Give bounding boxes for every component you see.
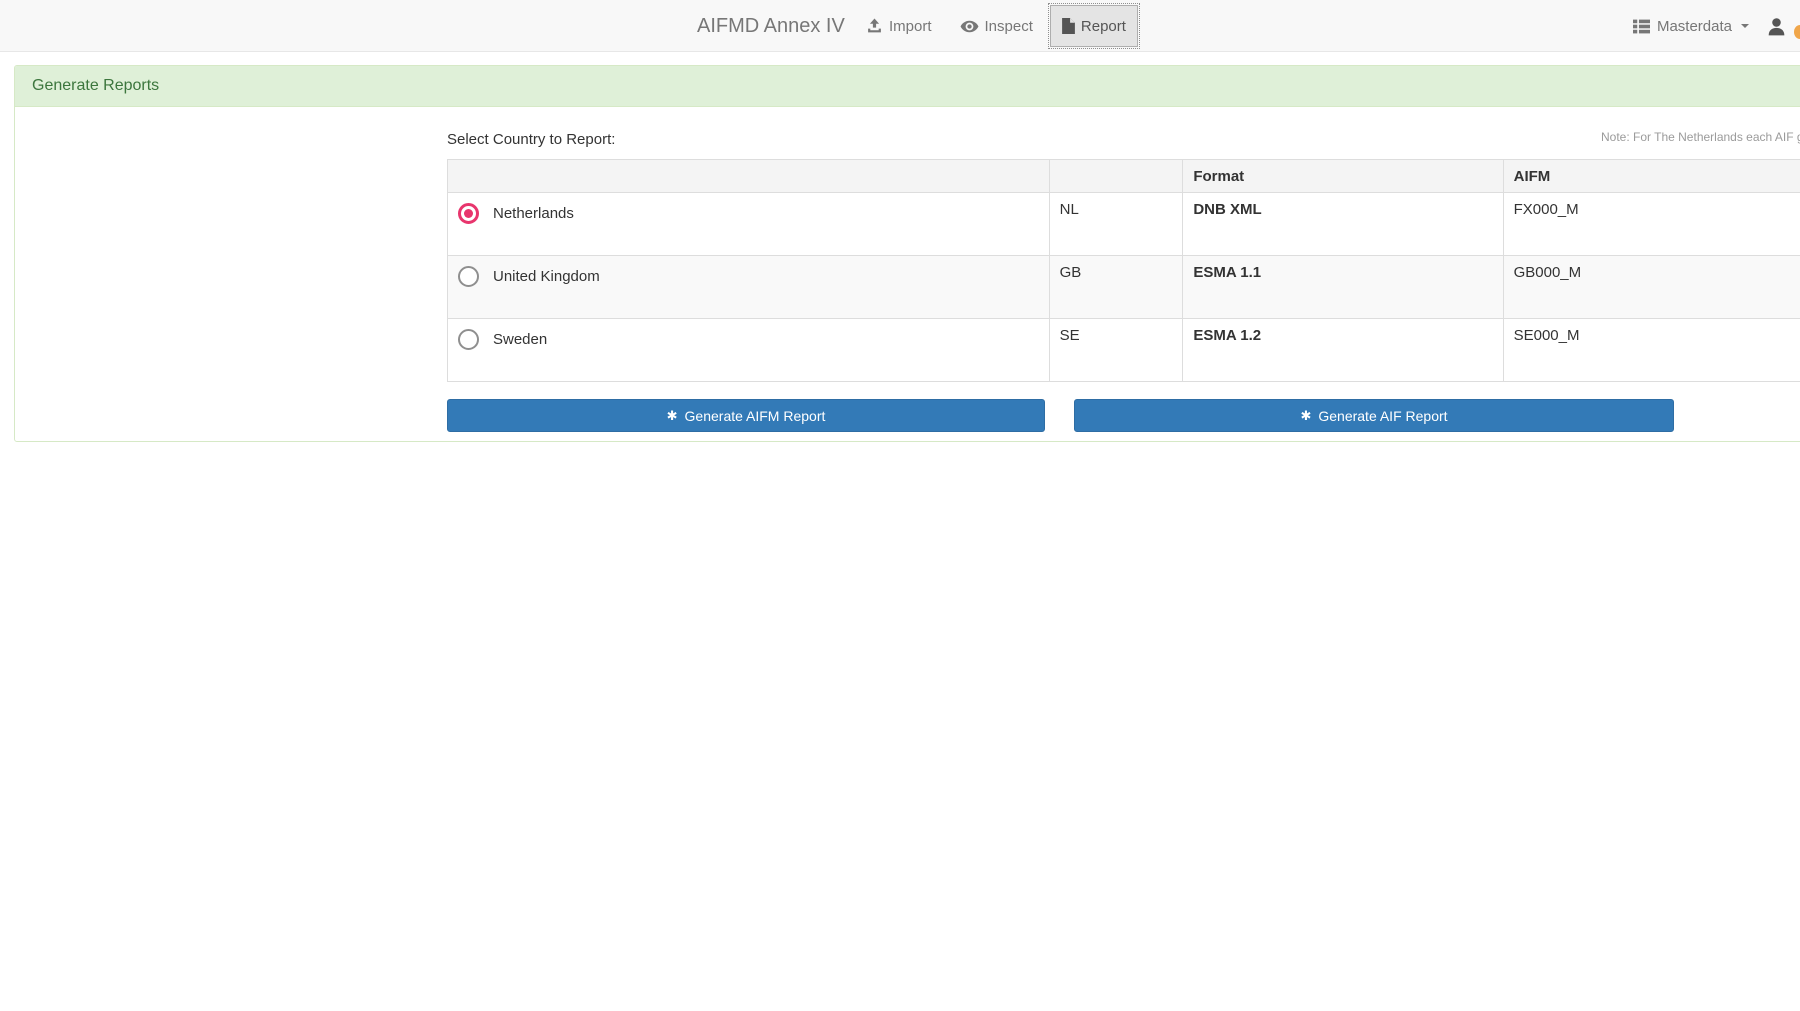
- col-header-code: [1048, 159, 1184, 193]
- nav-item-label: Import: [889, 17, 932, 35]
- eye-icon: [960, 20, 979, 33]
- nav-item-inspect[interactable]: Inspect: [949, 0, 1044, 52]
- format-value: ESMA 1.1: [1182, 255, 1504, 319]
- panel-title: Generate Reports: [15, 66, 1800, 107]
- aifm-value: FX000_M: [1502, 192, 1800, 256]
- table-row: Sweden SE ESMA 1.2 SE000_M: [447, 318, 1800, 382]
- brand-title[interactable]: AIFMD Annex IV: [697, 14, 845, 37]
- country-code: SE: [1048, 318, 1184, 382]
- table-row: United Kingdom GB ESMA 1.1 GB000_M: [447, 255, 1800, 319]
- country-radio[interactable]: [458, 203, 479, 224]
- button-label: Generate AIF Report: [1318, 407, 1448, 424]
- asterisk-icon: ✱: [666, 408, 678, 423]
- aifm-value: SE000_M: [1502, 318, 1800, 382]
- country-code: GB: [1048, 255, 1184, 319]
- generate-aifm-report-button[interactable]: ✱ Generate AIFM Report: [447, 399, 1045, 432]
- country-label[interactable]: Sweden: [493, 331, 548, 348]
- caret-down-icon: [1741, 24, 1749, 28]
- person-icon[interactable]: [1767, 17, 1786, 36]
- file-icon: [1061, 18, 1075, 34]
- nav-item-label: Report: [1080, 17, 1126, 35]
- navbar-right: Masterdata: [1632, 0, 1786, 52]
- generate-reports-panel: Generate Reports Note: For The Netherlan…: [14, 65, 1800, 442]
- masterdata-label: Masterdata: [1656, 17, 1732, 35]
- aifm-value: GB000_M: [1502, 255, 1800, 319]
- format-value: ESMA 1.2: [1182, 318, 1504, 382]
- country-code: NL: [1048, 192, 1184, 256]
- col-header-format: Format: [1182, 159, 1504, 193]
- col-header-country: [447, 159, 1050, 193]
- generate-aif-report-button[interactable]: ✱ Generate AIF Report: [1074, 399, 1674, 432]
- col-header-aifm: AIFM: [1502, 159, 1800, 193]
- upload-icon: [866, 18, 883, 34]
- country-label[interactable]: United Kingdom: [493, 268, 600, 285]
- country-label[interactable]: Netherlands: [493, 205, 574, 222]
- nav-item-label: Inspect: [984, 17, 1033, 35]
- masterdata-dropdown[interactable]: Masterdata: [1632, 17, 1749, 35]
- table-row: Netherlands NL DNB XML FX000_M: [447, 192, 1800, 256]
- country-table: Format AIFM Netherlands NL DNB XML FX000…: [447, 159, 1800, 382]
- button-label: Generate AIFM Report: [684, 407, 826, 424]
- main-nav: Import Inspect Report: [855, 0, 1140, 52]
- format-value: DNB XML: [1182, 192, 1504, 256]
- netherlands-note: Note: For The Netherlands each AIF goes …: [1601, 130, 1800, 144]
- user-avatar-partial: [1794, 25, 1800, 39]
- country-radio[interactable]: [458, 266, 479, 287]
- list-icon: [1632, 19, 1650, 34]
- asterisk-icon: ✱: [1300, 408, 1312, 423]
- navbar: AIFMD Annex IV Import Inspect Report M: [0, 0, 1800, 52]
- nav-item-import[interactable]: Import: [855, 0, 943, 52]
- nav-item-report[interactable]: Report: [1047, 3, 1140, 49]
- country-radio[interactable]: [458, 329, 479, 350]
- table-header-row: Format AIFM: [447, 159, 1800, 193]
- select-country-label: Select Country to Report:: [447, 131, 616, 148]
